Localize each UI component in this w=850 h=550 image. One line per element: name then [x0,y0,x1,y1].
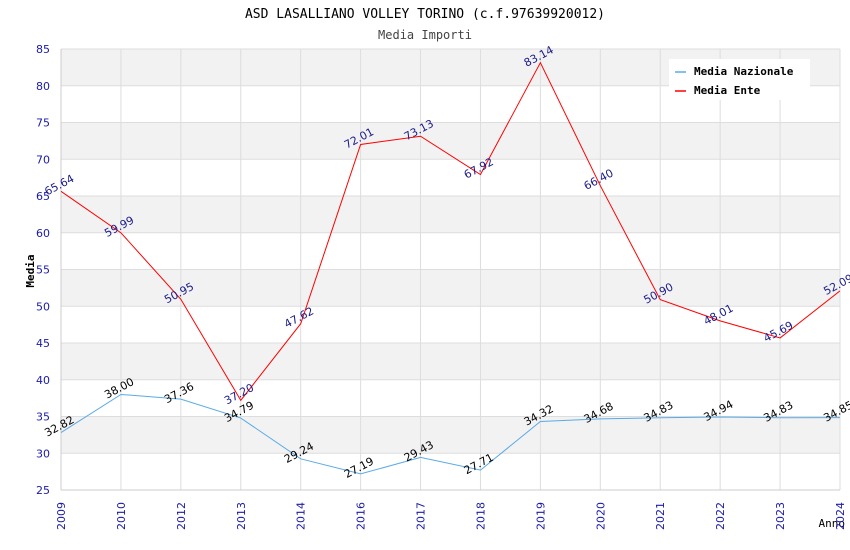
y-tick-label: 80 [36,80,50,93]
y-tick-label: 50 [36,300,50,313]
x-tick-label: 2012 [175,502,188,530]
y-tick-label: 30 [36,447,50,460]
series-line-media-nazionale [60,393,841,475]
y-tick-label: 40 [36,374,50,387]
plot-band [61,306,840,343]
y-tick-labels: 25 30 35 40 45 50 55 60 65 70 75 80 85 [36,43,50,497]
y-tick-label: 85 [36,43,50,56]
y-tick-label: 75 [36,117,50,130]
plot-band [61,379,840,417]
legend-label-media-nazionale: Media Nazionale [694,65,794,78]
plot-band [61,343,840,380]
y-tick-label: 70 [36,153,50,166]
y-tick-label: 60 [36,227,50,240]
legend-label-media-ente: Media Ente [694,84,761,97]
x-tick-label: 2021 [654,502,667,530]
x-tick-label: 2018 [474,502,487,530]
x-tick-label: 2023 [774,502,787,530]
series-line-media-ente [60,61,841,402]
series-lines [60,61,841,475]
x-axis-label: Anno [819,517,846,530]
y-tick-label: 65 [36,190,50,203]
x-tick-label: 2013 [235,502,248,530]
plot-band [61,122,840,160]
x-tick-label: 2017 [415,502,428,530]
plot-band [61,453,840,490]
y-axis-label: Media [24,254,37,287]
x-tick-label: 2024 [834,502,847,530]
plot-band [61,196,840,233]
legend-box [669,59,810,100]
plot-bands [61,49,840,490]
y-tick-label: 35 [36,411,50,424]
x-tick-label: 2022 [714,502,727,530]
x-tick-label: 2016 [355,502,368,530]
y-tick-label: 55 [36,264,50,277]
y-tick-label: 25 [36,484,50,497]
x-tick-label: 2020 [594,502,607,530]
gridlines [60,48,841,491]
x-tick-labels: 2009 2010 2012 2013 2014 2016 2017 2018 2019 2020… [55,502,847,530]
legend: Media Nazionale Media Ente [669,59,810,100]
plot-band [61,159,840,196]
plot-band [61,416,840,454]
chart-subtitle: Media Importi [378,28,472,42]
x-tick-label: 2010 [115,502,128,530]
plot-band [61,269,840,307]
x-tick-label: 2014 [295,502,308,530]
y-tick-label: 45 [36,337,50,350]
chart-title: ASD LASALLIANO VOLLEY TORINO (c.f.976399… [245,7,605,22]
x-tick-label: 2009 [55,502,68,530]
x-tick-label: 2019 [534,502,547,530]
plot-band [61,232,840,270]
